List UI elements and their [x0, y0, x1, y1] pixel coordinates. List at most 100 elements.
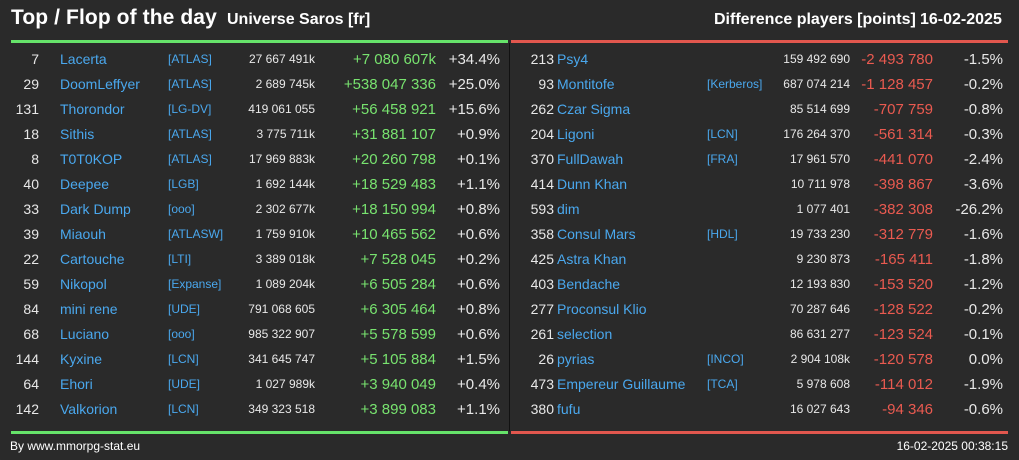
- alliance-tag-link[interactable]: [TCA]: [707, 377, 738, 391]
- player-name-link[interactable]: Kyxine: [60, 351, 103, 367]
- player-name-link[interactable]: Dark Dump: [60, 201, 131, 217]
- points-difference: +6 305 464: [360, 301, 437, 318]
- player-name-link[interactable]: Nikopol: [60, 276, 107, 292]
- player-name-link[interactable]: Cartouche: [60, 251, 125, 267]
- table-row: 204 Ligoni [LCN] 176 264 370 -561 314 -0.3%: [510, 122, 1010, 147]
- player-name-link[interactable]: Psy4: [557, 51, 589, 67]
- alliance-tag-link[interactable]: [HDL]: [707, 227, 738, 241]
- points-difference: -114 012: [874, 376, 933, 393]
- alliance-tag-link[interactable]: [LGB]: [168, 177, 199, 191]
- points-difference: +6 505 284: [360, 276, 437, 293]
- column-divider: [509, 43, 510, 431]
- player-rank: 59: [23, 276, 39, 292]
- alliance-tag-link[interactable]: [ATLASW]: [168, 227, 224, 241]
- points-difference: +7 528 045: [360, 251, 437, 268]
- alliance-tag-link[interactable]: [ATLAS]: [168, 52, 212, 66]
- player-name-link[interactable]: Thorondor: [60, 101, 125, 117]
- percent-change: +0.6%: [457, 226, 500, 243]
- points-difference: +5 105 884: [360, 351, 437, 368]
- player-name-link[interactable]: T0T0KOP: [60, 151, 123, 167]
- player-name-link[interactable]: Czar Sigma: [557, 101, 631, 117]
- points-difference: -382 308: [873, 201, 933, 218]
- player-rank: 277: [530, 301, 554, 317]
- player-name-link[interactable]: Empereur Guillaume: [557, 376, 686, 392]
- alliance-tag-link[interactable]: [Expanse]: [168, 277, 222, 291]
- player-name-link[interactable]: Montitofe: [557, 76, 615, 92]
- alliance-tag-link[interactable]: [ATLAS]: [168, 152, 212, 166]
- player-rank: 204: [530, 126, 554, 142]
- player-name-link[interactable]: Consul Mars: [557, 226, 636, 242]
- player-name-link[interactable]: Bendache: [557, 276, 621, 292]
- player-name-link[interactable]: pyrias: [557, 351, 595, 367]
- player-name-link[interactable]: DoomLeffyer: [60, 76, 140, 92]
- player-rank: 40: [23, 176, 39, 192]
- alliance-tag-link[interactable]: [LCN]: [707, 127, 738, 141]
- points-difference: -153 520: [873, 276, 933, 293]
- player-rank: 8: [31, 151, 39, 167]
- percent-change: -2.4%: [963, 151, 1003, 168]
- alliance-tag-link[interactable]: [LCN]: [168, 402, 199, 416]
- player-name-link[interactable]: mini rene: [60, 301, 118, 317]
- percent-change: -0.3%: [963, 126, 1003, 143]
- alliance-tag-link[interactable]: [ATLAS]: [168, 127, 212, 141]
- player-name-link[interactable]: Proconsul Klio: [557, 301, 647, 317]
- player-rank: 29: [23, 76, 39, 92]
- alliance-tag-link[interactable]: [FRA]: [707, 152, 738, 166]
- top-players-table: 7 Lacerta [ATLAS] 27 667 491k +7 080 607k +34…: [0, 47, 508, 422]
- player-points: 16 027 643: [789, 402, 850, 416]
- table-row: 39 Miaouh [ATLASW] 1 759 910k +10 465 562 +0.…: [0, 222, 508, 247]
- player-name-link[interactable]: Lacerta: [60, 51, 107, 67]
- source-credit[interactable]: By www.mmorpg-stat.eu: [10, 439, 141, 453]
- points-difference: -165 411: [874, 251, 933, 268]
- alliance-tag-link[interactable]: [ATLAS]: [168, 77, 212, 91]
- player-name-link[interactable]: Ligoni: [557, 126, 595, 142]
- alliance-tag-link[interactable]: [LCN]: [168, 352, 199, 366]
- player-name-link[interactable]: Luciano: [60, 326, 110, 342]
- points-difference: +18 529 483: [352, 176, 436, 193]
- header: Top / Flop of the day Universe Saros [fr…: [0, 0, 1019, 38]
- percent-change: +1.1%: [457, 401, 500, 418]
- player-name-link[interactable]: fufu: [557, 401, 581, 417]
- player-name-link[interactable]: Miaouh: [60, 226, 106, 242]
- table-row: 593 dim 1 077 401 -382 308 -26.2%: [510, 197, 1010, 222]
- alliance-tag-link[interactable]: [LTI]: [168, 252, 192, 266]
- player-name-link[interactable]: Sithis: [60, 126, 95, 142]
- alliance-tag-link[interactable]: [UDE]: [168, 377, 201, 391]
- table-row: 8 T0T0KOP [ATLAS] 17 969 883k +20 260 798 +0.…: [0, 147, 508, 172]
- table-row: 131 Thorondor [LG-DV] 419 061 055 +56 458 92…: [0, 97, 508, 122]
- percent-change: -0.1%: [963, 326, 1003, 343]
- player-rank: 84: [23, 301, 39, 317]
- alliance-tag-link[interactable]: [Kerberos]: [707, 77, 763, 91]
- player-rank: 22: [23, 251, 39, 267]
- player-name-link[interactable]: selection: [557, 326, 613, 342]
- percent-change: +25.0%: [448, 76, 500, 93]
- points-difference: -561 314: [873, 126, 933, 143]
- player-name-link[interactable]: dim: [557, 201, 580, 217]
- table-row: 473 Empereur Guillaume [TCA] 5 978 608 -114 …: [510, 372, 1010, 397]
- points-difference: +10 465 562: [352, 226, 436, 243]
- player-name-link[interactable]: FullDawah: [557, 151, 624, 167]
- top-bottom-bar: [11, 431, 508, 434]
- alliance-tag-link[interactable]: [ooo]: [168, 202, 195, 216]
- player-points: 2 302 677k: [255, 202, 315, 216]
- table-row: 425 Astra Khan 9 230 873 -165 411 -1.8%: [510, 247, 1010, 272]
- player-name-link[interactable]: Dunn Khan: [557, 176, 628, 192]
- player-name-link[interactable]: Deepee: [60, 176, 110, 192]
- percent-change: +0.6%: [457, 276, 500, 293]
- player-name-link[interactable]: Astra Khan: [557, 251, 627, 267]
- table-row: 7 Lacerta [ATLAS] 27 667 491k +7 080 607k +34…: [0, 47, 508, 72]
- flop-players-table: 213 Psy4 159 492 690 -2 493 780 -1.5% 93 Monti…: [510, 47, 1010, 422]
- player-points: 341 645 747: [248, 352, 315, 366]
- percent-change: -0.2%: [963, 301, 1003, 318]
- alliance-tag-link[interactable]: [UDE]: [168, 302, 201, 316]
- alliance-tag-link[interactable]: [ooo]: [168, 327, 195, 341]
- player-points: 86 631 277: [789, 327, 850, 341]
- alliance-tag-link[interactable]: [LG-DV]: [168, 102, 212, 116]
- player-points: 2 689 745k: [255, 77, 315, 91]
- player-name-link[interactable]: Valkorion: [60, 401, 118, 417]
- percent-change: -0.8%: [963, 101, 1003, 118]
- percent-change: -1.8%: [963, 251, 1003, 268]
- top-accent-bar: [11, 40, 508, 43]
- player-name-link[interactable]: Ehori: [60, 376, 93, 392]
- alliance-tag-link[interactable]: [INCO]: [707, 352, 744, 366]
